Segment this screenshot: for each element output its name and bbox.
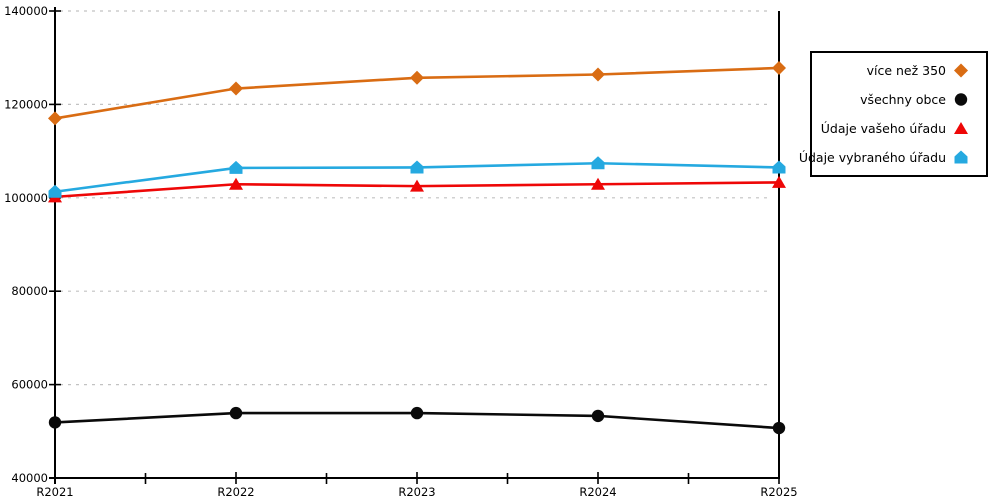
legend-item: Údaje vybraného úřadu	[799, 149, 986, 166]
x-tick-label: R2021	[36, 485, 73, 499]
circle-marker-icon	[229, 406, 243, 420]
y-tick-label: 80000	[11, 284, 48, 298]
diamond-marker-icon	[591, 67, 605, 82]
x-tick-label: R2025	[760, 485, 797, 499]
pentagon-marker-icon	[591, 156, 605, 170]
triangle-marker-icon	[229, 177, 243, 190]
diamond-marker-icon	[772, 60, 786, 75]
circle-marker-icon	[954, 93, 968, 106]
legend-marker	[954, 150, 968, 164]
legend: více než 350 všechny obce Údaje vašeho úřa…	[799, 51, 988, 177]
circle-marker-icon	[410, 406, 424, 420]
y-tick-label: 100000	[4, 191, 48, 205]
legend-label: Údaje vašeho úřadu	[820, 121, 946, 136]
y-tick-label: 120000	[4, 97, 48, 111]
circle-marker-icon	[772, 421, 786, 435]
legend-item: více než 350	[812, 62, 986, 79]
diamond-marker-icon	[48, 111, 62, 126]
legend-item: všechny obce	[812, 91, 986, 108]
circle-marker-icon	[591, 409, 605, 423]
pentagon-marker-icon	[229, 160, 243, 174]
x-tick-label: R2023	[398, 485, 435, 499]
pentagon-marker-icon	[772, 160, 786, 174]
diamond-marker-icon	[229, 81, 243, 96]
y-tick-label: 60000	[11, 378, 48, 392]
triangle-marker-icon	[410, 179, 424, 192]
y-tick-label: 140000	[4, 4, 48, 18]
pentagon-marker-icon	[48, 184, 62, 198]
x-tick-label: R2024	[579, 485, 616, 499]
triangle-marker-icon	[591, 177, 605, 190]
diamond-marker-icon	[410, 70, 424, 85]
legend-marker	[954, 122, 968, 134]
legend-marker	[954, 93, 968, 106]
triangle-marker-icon	[954, 122, 968, 134]
x-tick-label: R2022	[217, 485, 254, 499]
legend-label: více než 350	[866, 63, 946, 78]
legend-marker	[954, 63, 968, 78]
legend-label: Údaje vybraného úřadu	[798, 150, 946, 165]
pentagon-marker-icon	[954, 150, 968, 164]
diamond-marker-icon	[954, 63, 968, 78]
legend-item: Údaje vašeho úřadu	[812, 120, 986, 137]
legend-label: všechny obce	[860, 92, 946, 107]
y-tick-label: 40000	[11, 471, 48, 485]
triangle-marker-icon	[772, 175, 786, 188]
pentagon-marker-icon	[410, 160, 424, 174]
circle-marker-icon	[48, 416, 62, 429]
